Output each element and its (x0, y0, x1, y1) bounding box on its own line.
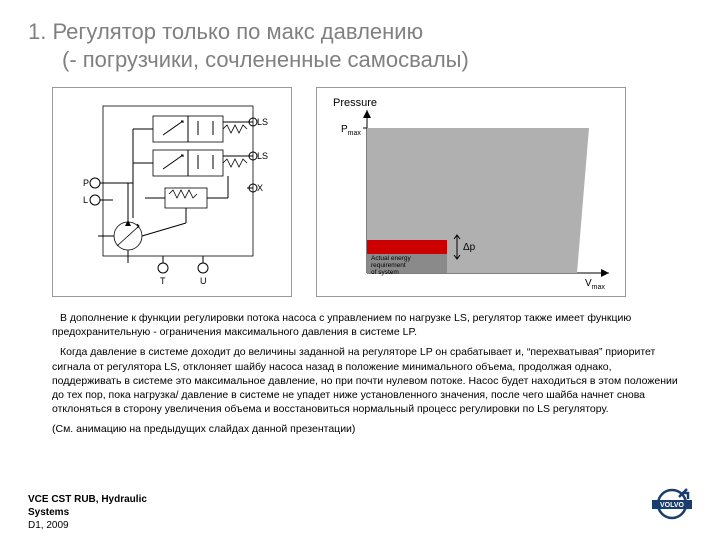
footer-line-2: Systems (28, 507, 69, 518)
label-p: P (83, 178, 89, 188)
actual-label-3: of system (371, 269, 399, 276)
paragraph-3: (См. анимацию на предыдущих слайдах данн… (52, 422, 682, 436)
label-ls1: LS (257, 117, 268, 127)
label-x: X (257, 183, 263, 193)
paragraph-1: В дополнение к функции регулировки поток… (52, 311, 682, 339)
actual-label-2: requirement (371, 262, 406, 269)
pmax-sub: max (348, 130, 362, 137)
actual-label-1: Actual energy (371, 255, 411, 262)
figures-row: LS LS X P L T U Pressure (52, 87, 692, 297)
label-t: T (160, 276, 166, 286)
label-l: L (83, 195, 88, 205)
dp-label: Δp (463, 242, 476, 253)
title-line-2: (- погрузчики, сочлененные самосвалы) (28, 46, 692, 74)
label-u: U (200, 276, 207, 286)
label-ls2: LS (257, 151, 268, 161)
volvo-logo: VOLVO (642, 486, 702, 532)
body-text: В дополнение к функции регулировки поток… (52, 311, 682, 436)
footer: VCE CST RUB, Hydraulic Systems D1, 2009 (28, 493, 147, 532)
pressure-chart-figure: Pressure Pmax Δp (316, 87, 626, 297)
paragraph-2: Когда давление в системе доходит до вели… (52, 345, 682, 416)
slide-title: 1. Регулятор только по макс давлению (- … (28, 18, 692, 73)
vmax-sub: max (592, 284, 606, 291)
footer-line-1: VCE CST RUB, Hydraulic (28, 494, 147, 505)
title-line-1: 1. Регулятор только по макс давлению (28, 19, 423, 44)
logo-text: VOLVO (660, 502, 685, 509)
axis-label-pressure: Pressure (333, 97, 377, 109)
footer-line-3: D1, 2009 (28, 519, 147, 532)
hydraulic-circuit-figure: LS LS X P L T U (52, 87, 292, 297)
svg-text:Vmax: Vmax (585, 278, 605, 291)
svg-text:Pmax: Pmax (341, 124, 361, 137)
